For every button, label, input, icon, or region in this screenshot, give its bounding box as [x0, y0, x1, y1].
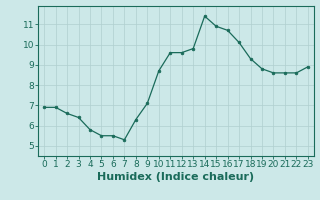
- X-axis label: Humidex (Indice chaleur): Humidex (Indice chaleur): [97, 172, 255, 182]
